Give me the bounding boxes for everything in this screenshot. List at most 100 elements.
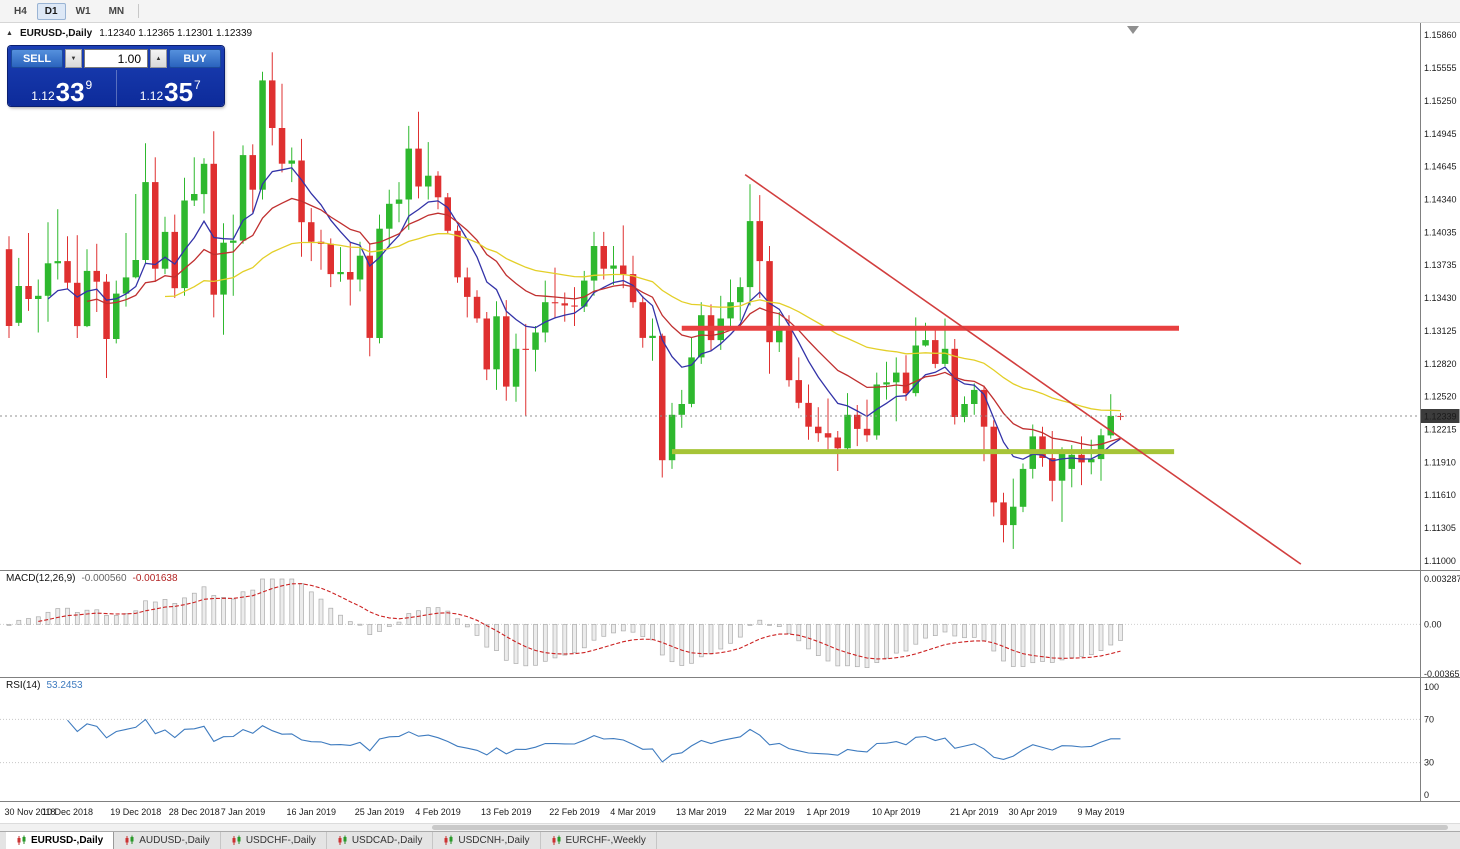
macd-main-value: -0.000560 [81,573,127,584]
symbol-tab-audusd-daily[interactable]: AUDUSD-,Daily [114,832,221,849]
rsi-axis-label: 70 [1424,714,1434,724]
candles [5,52,1124,549]
svg-text:10 Apr 2019: 10 Apr 2019 [872,807,921,817]
sell-button[interactable]: SELL [11,49,63,68]
volume-up-button[interactable]: ▲ [150,49,167,68]
svg-text:1.15860: 1.15860 [1424,30,1457,40]
chart-header: ▲ EURUSD-,Daily 1.12340 1.12365 1.12301 … [6,28,252,39]
symbol-tab-usdchf-daily[interactable]: USDCHF-,Daily [220,832,327,849]
svg-text:19 Dec 2018: 19 Dec 2018 [110,807,161,817]
price-axis-labels: 1.15860 1.15555 1.15250 1.14945 1.14645 1.143… [1424,30,1457,566]
svg-text:1.11610: 1.11610 [1424,490,1456,500]
macd-header: MACD(12,26,9) -0.000560 -0.001638 [6,573,178,584]
ma-fast-blue [47,167,1121,462]
ask-point: 7 [194,78,201,92]
svg-text:13 Feb 2019: 13 Feb 2019 [481,807,532,817]
svg-text:1.12215: 1.12215 [1424,424,1457,434]
hscroll-thumb[interactable] [432,825,1448,830]
tab-chart-icon [17,835,26,845]
one-click-trading-panel: SELL ▼ 1.00 ▲ BUY 1.12 33 9 1.12 35 7 [8,46,224,106]
symbol-tab-eurchf-weekly[interactable]: EURCHF-,Weekly [540,832,657,849]
horizontal-scrollbar[interactable] [0,823,1460,831]
bid-price[interactable]: 1.12 33 9 [8,70,116,106]
svg-text:1.13735: 1.13735 [1424,260,1457,270]
macd-signal-line [38,583,1121,660]
svg-text:9 May 2019: 9 May 2019 [1077,807,1124,817]
svg-text:10 Dec 2018: 10 Dec 2018 [42,807,93,817]
rsi-value: 53.2453 [46,680,83,691]
timeframe-toolbar: H4 D1 W1 MN [0,0,1460,23]
bid-point: 9 [85,78,93,92]
ask-price[interactable]: 1.12 35 7 [115,70,225,106]
symbol-tab-label: USDCAD-,Daily [351,835,423,846]
svg-text:30 Apr 2019: 30 Apr 2019 [1009,807,1058,817]
tab-chart-icon [338,835,347,845]
rsi-line [67,718,1121,763]
rsi-axis-label: 100 [1424,682,1439,692]
rsi-axis-label: 30 [1424,758,1434,768]
svg-text:1.11000: 1.11000 [1424,556,1456,566]
volume-input[interactable]: 1.00 [84,49,148,68]
timeframe-button-d1[interactable]: D1 [36,2,66,20]
macd-axis-min: -0.003659 [1424,669,1460,679]
symbol-tab-eurusd-daily[interactable]: EURUSD-,Daily [6,832,115,849]
symbol-tab-label: USDCHF-,Daily [245,835,316,846]
macd-axis-zero: 0.00 [1424,619,1442,629]
buy-button[interactable]: BUY [169,49,221,68]
ask-base: 1.12 [139,88,164,103]
timeframe-button-h4[interactable]: H4 [14,5,27,17]
bid-base: 1.12 [31,88,55,103]
symbol-tab-label: EURCHF-,Weekly [565,835,646,846]
svg-text:7 Jan 2019: 7 Jan 2019 [221,807,266,817]
one-click-controls-row: SELL ▼ 1.00 ▲ BUY [8,46,224,70]
current-price-badge [1420,409,1460,423]
tab-chart-icon [125,835,134,845]
tab-chart-icon [552,835,560,845]
ask-pips: 35 [164,76,194,106]
svg-text:22 Mar 2019: 22 Mar 2019 [744,807,795,817]
symbol-tab-label: EURUSD-,Daily [31,835,104,846]
timeframe-buttons: H4 D1 W1 MN [6,2,134,20]
svg-text:28 Dec 2018: 28 Dec 2018 [169,807,220,817]
svg-text:25 Jan 2019: 25 Jan 2019 [355,807,405,817]
svg-text:1.14945: 1.14945 [1424,129,1457,139]
bid-pips: 33 [55,76,85,106]
ma-mid-red [86,197,1121,447]
descending-trendline[interactable] [744,173,1302,565]
svg-text:1.11305: 1.11305 [1424,523,1456,533]
svg-text:1 Apr 2019: 1 Apr 2019 [806,807,850,817]
macd-title: MACD(12,26,9) [6,573,76,584]
expand-triangle-icon[interactable]: ▲ [6,30,13,37]
svg-text:1.12820: 1.12820 [1424,359,1457,369]
svg-text:1.12339: 1.12339 [1424,412,1457,422]
svg-text:16 Jan 2019: 16 Jan 2019 [287,807,337,817]
timeframe-button-w1[interactable]: W1 [75,5,91,17]
svg-text:1.12520: 1.12520 [1424,391,1457,401]
chart-shift-marker-icon[interactable] [1127,26,1139,34]
svg-text:1.11910: 1.11910 [1424,457,1456,467]
tab-chart-icon [444,835,453,845]
symbol-tab-usdcnh-daily[interactable]: USDCNH-,Daily [433,832,541,849]
volume-down-button[interactable]: ▼ [65,49,82,68]
bid-ask-display: 1.12 33 9 1.12 35 7 [8,70,224,106]
toolbar-separator [138,4,140,18]
svg-text:1.15250: 1.15250 [1424,96,1457,106]
rsi-title: RSI(14) [6,680,41,691]
svg-text:1.13430: 1.13430 [1424,293,1457,303]
tab-chart-icon [232,835,241,845]
macd-axis-max: 0.003287 [1424,574,1460,584]
symbol-tab-label: AUDUSD-,Daily [139,835,210,846]
chart-ohlc-values: 1.12340 1.12365 1.12301 1.12339 [99,28,253,39]
rsi-header: RSI(14) 53.2453 [6,680,83,691]
symbol-tab-label: USDCNH-,Daily [458,835,530,846]
svg-text:4 Mar 2019: 4 Mar 2019 [610,807,656,817]
timeframe-button-mn[interactable]: MN [108,5,125,17]
ma-slow-yellow [164,232,1121,412]
price-chart-svg[interactable]: 1.123391.158601.155551.152501.149451.146… [0,0,1460,823]
svg-text:4 Feb 2019: 4 Feb 2019 [415,807,461,817]
svg-text:1.14340: 1.14340 [1424,195,1457,205]
svg-text:1.15555: 1.15555 [1424,63,1457,73]
symbol-tab-usdcad-daily[interactable]: USDCAD-,Daily [326,832,434,849]
macd-signal-value: -0.001638 [132,573,178,584]
